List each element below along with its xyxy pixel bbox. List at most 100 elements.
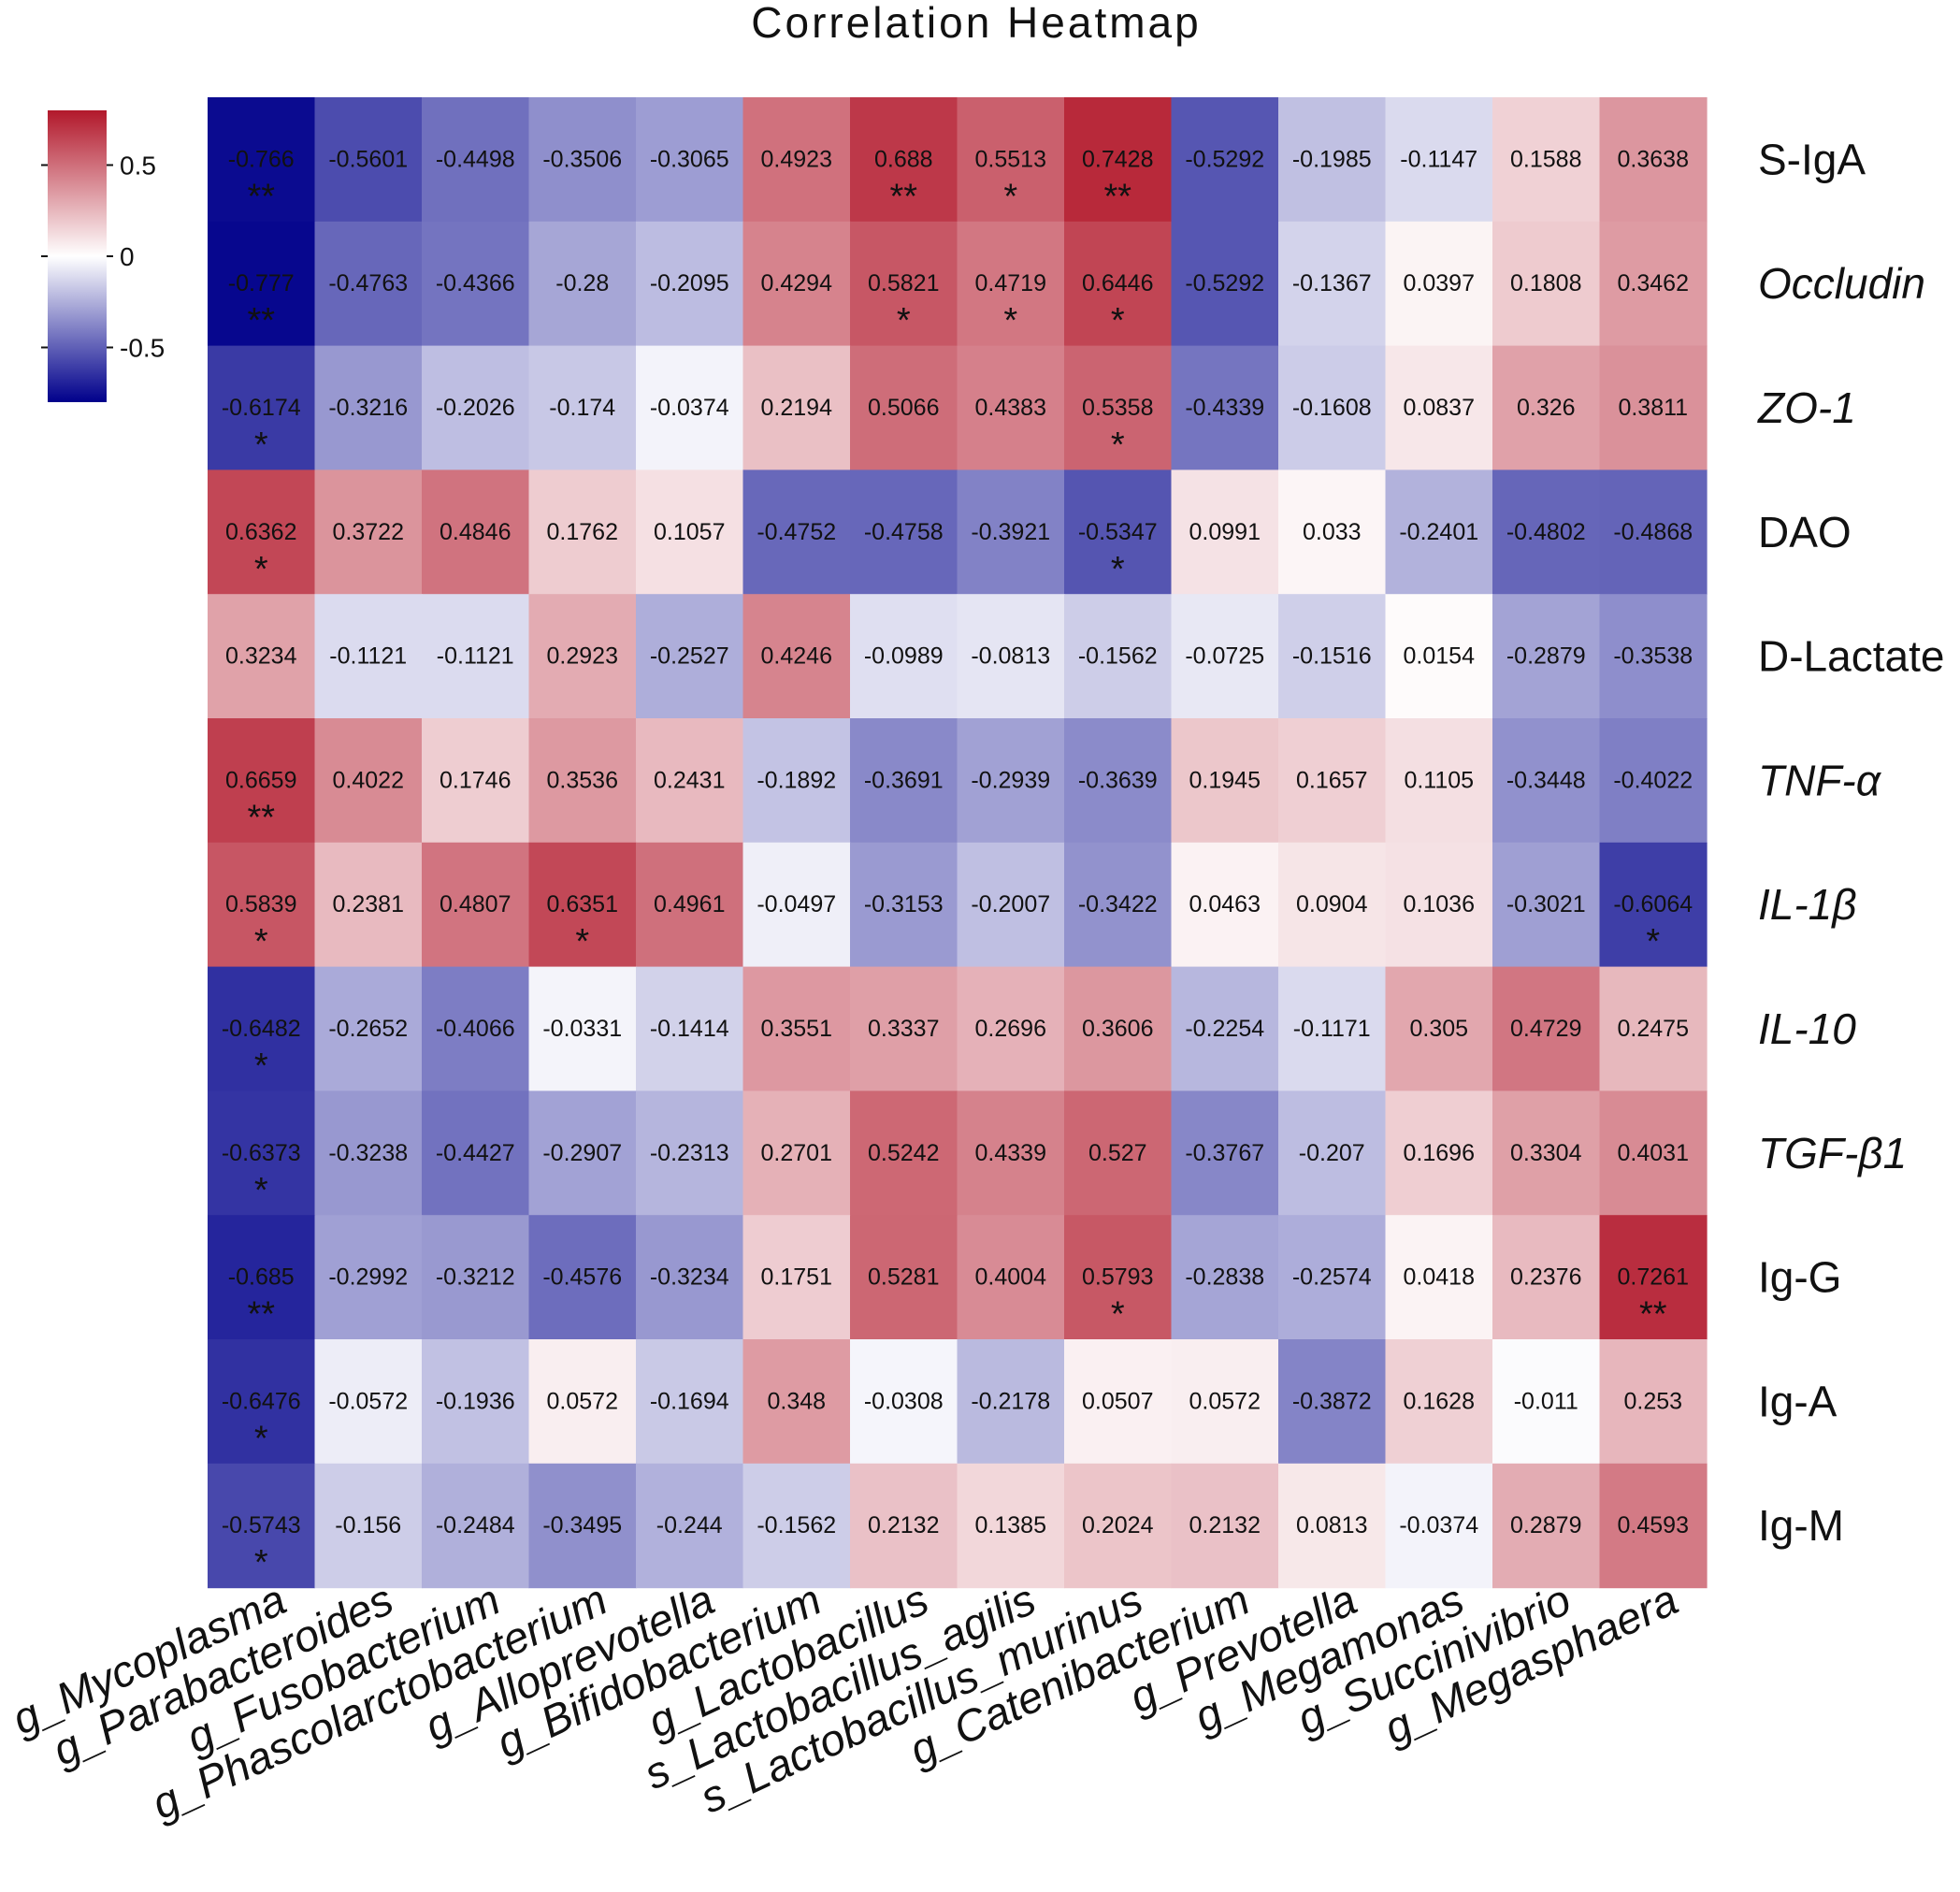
cell-value: -0.1121 (329, 643, 407, 670)
cell-value: 0.5242 (868, 1140, 939, 1166)
heatmap-cell: 0.6362 * (208, 469, 316, 595)
cell-value: -0.685 (228, 1264, 295, 1291)
heatmap-cell: -0.4758 (850, 469, 958, 595)
heatmap-cell: 0.4923 (742, 97, 851, 223)
cell-rect (850, 966, 958, 1091)
cell-rect (957, 1339, 1065, 1465)
cell-rect (1278, 1339, 1387, 1465)
heatmap-cell: 0.253 (1599, 1339, 1708, 1465)
cell-rect (422, 345, 530, 470)
cell-value: 0.3234 (225, 643, 297, 670)
cell-rect (1492, 718, 1601, 844)
cell-rect (208, 1339, 316, 1465)
cell-rect (1171, 97, 1279, 223)
cell-value: -0.0813 (971, 643, 1050, 670)
cell-rect (528, 1463, 637, 1589)
cell-rect (1385, 594, 1493, 719)
heatmap-cell: -0.0308 (850, 1339, 958, 1465)
heatmap-cell: -0.4802 (1492, 469, 1601, 595)
cell-rect (528, 842, 637, 968)
cell-rect (1278, 966, 1387, 1091)
cell-value: -0.1562 (757, 1512, 836, 1538)
cell-rect (957, 594, 1065, 719)
heatmap-cell: -0.3767 (1171, 1090, 1279, 1216)
heatmap-cell: 0.688 ** (850, 97, 958, 223)
cell-value: 0.0991 (1189, 519, 1261, 545)
cell-value: 0.4383 (975, 395, 1046, 421)
cell-value: 0.3304 (1510, 1140, 1582, 1166)
cell-rect (1492, 345, 1601, 470)
heatmap-cell: 0.2701 (742, 1090, 851, 1216)
cell-value: 0.527 (1088, 1140, 1147, 1166)
significance-marker: * (254, 1543, 268, 1582)
cell-rect (1385, 1215, 1493, 1340)
cell-rect (1171, 594, 1279, 719)
cell-value: 0.1385 (975, 1512, 1046, 1538)
heatmap-cell: -0.28 (528, 221, 637, 347)
cell-value: 0.1696 (1404, 1140, 1475, 1166)
row-label: Ig-A (1758, 1377, 1838, 1425)
heatmap-cell: -0.4022 (1599, 718, 1708, 844)
cell-rect (208, 221, 316, 347)
heatmap-cell: 0.4294 (742, 221, 851, 347)
cell-value: 0.326 (1517, 395, 1576, 421)
cell-value: -0.156 (335, 1512, 401, 1538)
cell-rect (850, 1339, 958, 1465)
cell-rect (1278, 345, 1387, 470)
cell-rect (1492, 966, 1601, 1091)
cell-rect (850, 1090, 958, 1216)
cell-rect (957, 718, 1065, 844)
heatmap-cell: 0.2923 (528, 594, 637, 719)
heatmap-cell: -0.156 (314, 1463, 423, 1589)
heatmap-cell: -0.1892 (742, 718, 851, 844)
heatmap-cell: -0.2574 (1278, 1215, 1387, 1340)
cell-value: 0.3606 (1082, 1016, 1153, 1042)
heatmap-cell: -0.3691 (850, 718, 958, 844)
significance-marker: ** (247, 798, 275, 837)
cell-value: 0.0837 (1404, 395, 1475, 421)
heatmap-cell: -0.3538 (1599, 594, 1708, 719)
cell-value: -0.5601 (328, 146, 408, 172)
heatmap-cell: 0.5793 * (1064, 1215, 1173, 1340)
cell-value: 0.3536 (547, 767, 618, 793)
cell-rect (742, 842, 851, 968)
cell-value: -0.0374 (1399, 1512, 1478, 1538)
cell-rect (1599, 1090, 1708, 1216)
cell-value: 0.4729 (1510, 1016, 1581, 1042)
cell-value: 0.6362 (225, 519, 296, 545)
cell-rect (314, 469, 423, 595)
cell-rect (742, 1090, 851, 1216)
cell-value: 0.4022 (333, 767, 404, 793)
cell-rect (850, 842, 958, 968)
cell-rect (957, 1463, 1065, 1589)
row-label: Occludin (1758, 259, 1925, 308)
cell-rect (1492, 469, 1601, 595)
heatmap-cell: 0.5513 * (957, 97, 1065, 223)
cell-value: 0.253 (1623, 1388, 1682, 1414)
heatmap-cell: -0.3921 (957, 469, 1065, 595)
heatmap-cell: -0.4763 (314, 221, 423, 347)
heatmap-cell: 0.5839 * (208, 842, 316, 968)
cell-value: 0.4294 (761, 270, 833, 296)
heatmap-cell: 0.4846 (422, 469, 530, 595)
cell-value: -0.3495 (542, 1512, 622, 1538)
cell-rect (1278, 1463, 1387, 1589)
cell-value: 0.2132 (868, 1512, 939, 1538)
significance-marker: * (1111, 550, 1125, 589)
heatmap-cell: -0.0374 (636, 345, 744, 470)
cell-rect (314, 842, 423, 968)
heatmap-cell: -0.5292 (1171, 221, 1279, 347)
cell-rect (850, 97, 958, 223)
cell-value: -0.3691 (864, 767, 944, 793)
heatmap-cell: 0.3606 (1064, 966, 1173, 1091)
heatmap-cell: 0.0154 (1385, 594, 1493, 719)
heatmap-cell: 0.5066 (850, 345, 958, 470)
cell-rect (208, 469, 316, 595)
heatmap-cell: -0.1516 (1278, 594, 1387, 719)
cell-value: -0.2879 (1506, 643, 1586, 670)
significance-marker: * (254, 1047, 268, 1086)
cell-rect (1171, 345, 1279, 470)
heatmap-cell: 0.0813 (1278, 1463, 1387, 1589)
heatmap-cell: -0.0572 (314, 1339, 423, 1465)
heatmap-cell: 0.5821 * (850, 221, 958, 347)
